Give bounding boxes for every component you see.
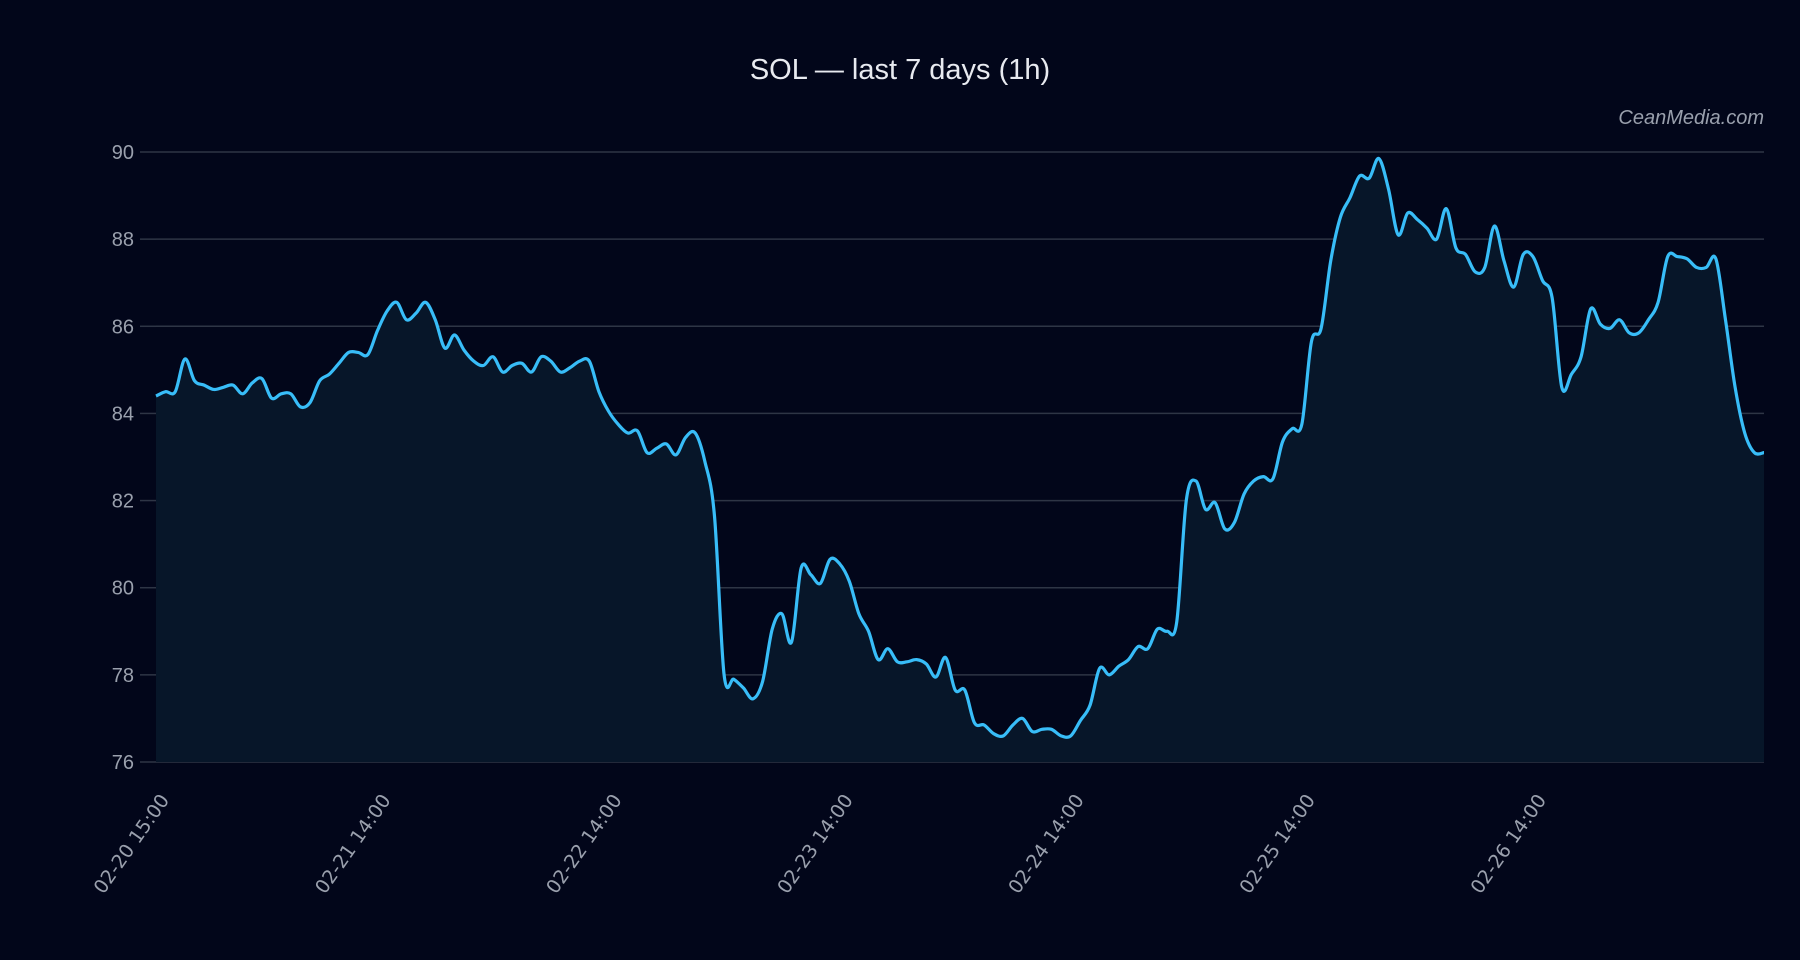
- y-tick-label: 82: [112, 491, 134, 513]
- x-axis-ticks: 02-20 15:00 02-21 14:00 02-22 14:00 02-23 1…: [90, 790, 1551, 898]
- x-tick-label: 02-24 14:00: [1004, 790, 1089, 898]
- x-tick-label: 02-21 14:00: [311, 790, 396, 898]
- price-area-fill: [156, 158, 1764, 762]
- price-line: [155, 156, 1765, 739]
- y-axis-ticks: 76 78 80 82 84 86 88 90: [112, 142, 156, 774]
- y-tick-label: 84: [112, 403, 134, 425]
- chart-title: SOL — last 7 days (1h): [749, 54, 1051, 86]
- y-tick-label: 76: [112, 752, 134, 774]
- x-tick-label: 02-22 14:00: [542, 790, 627, 898]
- x-tick-label: 02-20 15:00: [90, 790, 175, 898]
- x-tick-label: 02-25 14:00: [1235, 790, 1320, 898]
- watermark: CeanMedia.com: [1618, 107, 1764, 129]
- y-tick-label: 88: [112, 229, 134, 251]
- x-tick-label: 02-23 14:00: [773, 790, 858, 898]
- y-tick-label: 80: [112, 578, 134, 600]
- y-tick-label: 86: [112, 316, 134, 338]
- y-tick-label: 78: [112, 665, 134, 687]
- x-tick-label: 02-26 14:00: [1466, 790, 1551, 898]
- y-tick-label: 90: [112, 142, 134, 164]
